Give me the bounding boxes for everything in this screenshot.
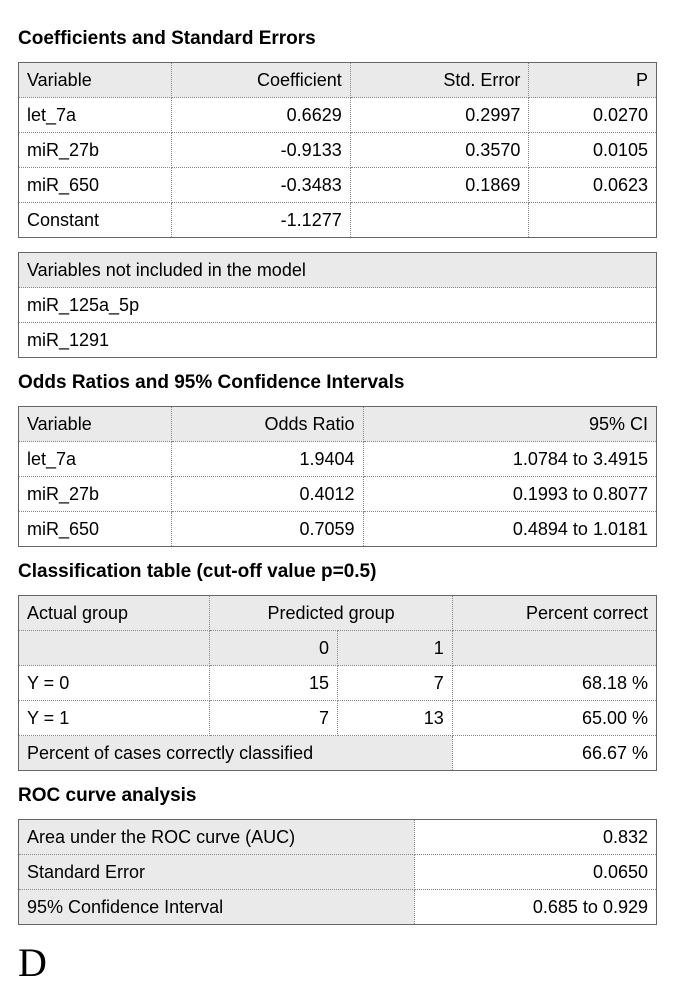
table-row: let_7a 1.9404 1.0784 to 3.4915 (19, 442, 657, 477)
table-classification: Actual group Predicted group Percent cor… (18, 595, 657, 771)
cell-se: 0.1869 (350, 168, 529, 203)
excluded-row: miR_1291 (19, 323, 657, 358)
section-title-coefficients: Coefficients and Standard Errors (18, 28, 657, 50)
cell-or: 0.7059 (172, 512, 363, 547)
col-pct: Percent correct (452, 596, 656, 631)
table-coefficients: Variable Coefficient Std. Error P let_7a… (18, 62, 657, 238)
col-variable: Variable (19, 63, 172, 98)
section-title-classification: Classification table (cut-off value p=0.… (18, 561, 657, 583)
cell-se: 0.2997 (350, 98, 529, 133)
cell-se: 0.3570 (350, 133, 529, 168)
cell-variable: miR_650 (19, 512, 172, 547)
col-variable: Variable (19, 407, 172, 442)
cell-pct: 65.00 % (452, 701, 656, 736)
cell-p1: 13 (337, 701, 452, 736)
section-title-roc: ROC curve analysis (18, 785, 657, 807)
table-row: Area under the ROC curve (AUC) 0.832 (19, 820, 657, 855)
cell-variable: miR_650 (19, 168, 172, 203)
roc-label: Standard Error (19, 855, 415, 890)
table-row: miR_650 0.7059 0.4894 to 1.0181 (19, 512, 657, 547)
cell-p: 0.0270 (529, 98, 657, 133)
cell-variable: miR_27b (19, 133, 172, 168)
panel-letter: D (18, 939, 657, 986)
cell-se (350, 203, 529, 238)
table-row: let_7a 0.6629 0.2997 0.0270 (19, 98, 657, 133)
roc-value: 0.0650 (414, 855, 656, 890)
subheader-p1: 1 (337, 631, 452, 666)
subheader-blank2 (452, 631, 656, 666)
cell-pct: 68.18 % (452, 666, 656, 701)
table-odds-ratios: Variable Odds Ratio 95% CI let_7a 1.9404… (18, 406, 657, 547)
cell-p (529, 203, 657, 238)
col-predicted: Predicted group (210, 596, 452, 631)
col-ci: 95% CI (363, 407, 657, 442)
cell-p0: 7 (210, 701, 338, 736)
table-row: miR_650 -0.3483 0.1869 0.0623 (19, 168, 657, 203)
cell-coef: -0.9133 (172, 133, 351, 168)
cell-coef: -1.1277 (172, 203, 351, 238)
cell-p0: 15 (210, 666, 338, 701)
table-row: Y = 0 15 7 68.18 % (19, 666, 657, 701)
cell-variable: let_7a (19, 442, 172, 477)
table-row: miR_27b 0.4012 0.1993 to 0.8077 (19, 477, 657, 512)
subheader-p0: 0 (210, 631, 338, 666)
col-se: Std. Error (350, 63, 529, 98)
table-header-row: Variable Odds Ratio 95% CI (19, 407, 657, 442)
table-row: Constant -1.1277 (19, 203, 657, 238)
col-or: Odds Ratio (172, 407, 363, 442)
cell-coef: -0.3483 (172, 168, 351, 203)
cell-p: 0.0105 (529, 133, 657, 168)
cell-ci: 0.4894 to 1.0181 (363, 512, 657, 547)
cell-coef: 0.6629 (172, 98, 351, 133)
cell-variable: Constant (19, 203, 172, 238)
table-footer-row: Percent of cases correctly classified 66… (19, 736, 657, 771)
table-header-row: Actual group Predicted group Percent cor… (19, 596, 657, 631)
excluded-header: Variables not included in the model (19, 253, 657, 288)
col-p: P (529, 63, 657, 98)
cell-p: 0.0623 (529, 168, 657, 203)
roc-value: 0.685 to 0.929 (414, 890, 656, 925)
table-excluded-vars: Variables not included in the model miR_… (18, 252, 657, 358)
cell-label: Y = 1 (19, 701, 210, 736)
footer-label: Percent of cases correctly classified (19, 736, 453, 771)
table-row: miR_27b -0.9133 0.3570 0.0105 (19, 133, 657, 168)
cell-variable: miR_27b (19, 477, 172, 512)
roc-value: 0.832 (414, 820, 656, 855)
table-header-row: Variable Coefficient Std. Error P (19, 63, 657, 98)
cell-variable: let_7a (19, 98, 172, 133)
table-roc: Area under the ROC curve (AUC) 0.832 Sta… (18, 819, 657, 925)
col-actual: Actual group (19, 596, 210, 631)
cell-ci: 0.1993 to 0.8077 (363, 477, 657, 512)
section-title-odds: Odds Ratios and 95% Confidence Intervals (18, 372, 657, 394)
cell-or: 1.9404 (172, 442, 363, 477)
subheader-blank (19, 631, 210, 666)
footer-value: 66.67 % (452, 736, 656, 771)
cell-ci: 1.0784 to 3.4915 (363, 442, 657, 477)
cell-p1: 7 (337, 666, 452, 701)
excluded-row: miR_125a_5p (19, 288, 657, 323)
table-row: 95% Confidence Interval 0.685 to 0.929 (19, 890, 657, 925)
roc-label: Area under the ROC curve (AUC) (19, 820, 415, 855)
roc-label: 95% Confidence Interval (19, 890, 415, 925)
table-subheader-row: 0 1 (19, 631, 657, 666)
cell-or: 0.4012 (172, 477, 363, 512)
cell-label: Y = 0 (19, 666, 210, 701)
col-coef: Coefficient (172, 63, 351, 98)
table-row: Y = 1 7 13 65.00 % (19, 701, 657, 736)
table-row: Standard Error 0.0650 (19, 855, 657, 890)
